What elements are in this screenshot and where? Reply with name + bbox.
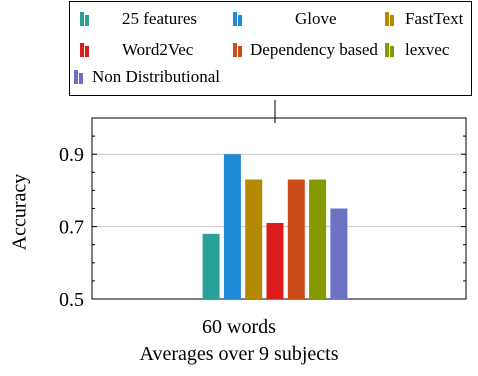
bar-lexvec	[309, 179, 327, 299]
legend-swatch	[385, 43, 394, 57]
legend-label: Word2Vec	[122, 40, 194, 59]
bar-dependency-based	[287, 179, 305, 299]
bar-non-distributional	[330, 208, 348, 299]
legend-label: Dependency based	[250, 40, 378, 59]
bar-25-features	[202, 233, 220, 299]
legend-label: Glove	[295, 9, 337, 28]
bar-glove	[223, 154, 241, 299]
bar-fasttext	[245, 179, 263, 299]
legend: 25 features Glove FastText Word2Vec Dependen…	[69, 1, 472, 96]
legend-label: lexvec	[405, 40, 450, 59]
legend-swatch	[80, 12, 89, 26]
legend-swatch	[74, 70, 83, 84]
legend-swatch	[233, 43, 242, 57]
x-axis-category-label: 60 words	[202, 316, 276, 338]
y-axis-label: Accuracy	[8, 173, 31, 251]
x-axis-subtitle: Averages over 9 subjects	[139, 343, 339, 365]
legend-swatch	[233, 12, 242, 26]
legend-label: 25 features	[122, 9, 198, 28]
bar-word2vec	[266, 222, 284, 299]
y-tick-label: 0.9	[59, 144, 84, 166]
legend-swatch	[385, 12, 394, 26]
y-tick-label: 0.7	[59, 217, 84, 239]
legend-label: Non Distributional	[92, 67, 220, 86]
legend-swatch	[80, 43, 89, 57]
y-tick-label: 0.5	[59, 289, 84, 311]
legend-label: FastText	[405, 9, 464, 28]
